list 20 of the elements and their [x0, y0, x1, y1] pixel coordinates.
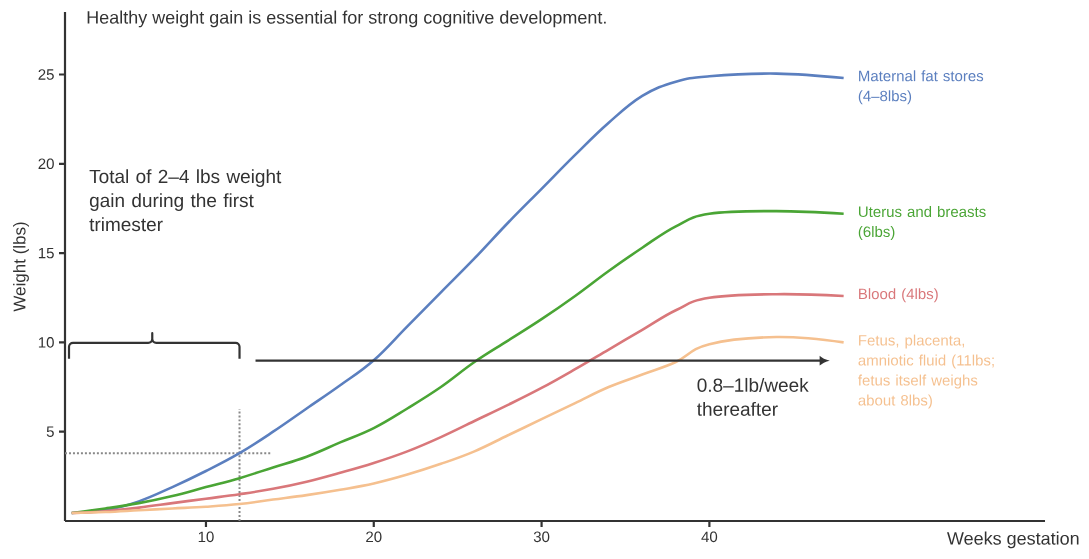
- x-tick-label: 30: [533, 531, 550, 543]
- y-axis-title: Weight (lbs): [13, 222, 29, 312]
- y-tick-label: 20: [38, 158, 54, 170]
- chart-title: Healthy weight gain is essential for strong cognitive development.: [87, 10, 606, 28]
- series-label: Maternal fat stores (4–8lbs): [858, 70, 984, 105]
- x-tick-label: 20: [366, 531, 382, 543]
- series-label: Blood (4lbs): [859, 288, 938, 303]
- series-label: Uterus and breasts (6lbs): [858, 206, 986, 240]
- y-tick-label: 15: [38, 247, 54, 259]
- line-series: [70, 335, 845, 515]
- y-tick-label: 5: [46, 426, 54, 437]
- annotation: 0.8–1lb/week thereafter: [697, 377, 809, 416]
- y-tick-label: 25: [38, 69, 54, 80]
- series-label: Fetus, placenta, amniotic fluid (11lbs; fetus itself weighs about 8lbs): [858, 334, 994, 409]
- y-tick-label: 10: [38, 337, 54, 348]
- line-series: [70, 209, 845, 515]
- annotation: Total of 2–4 lbs weight gain during the first trimester: [89, 169, 282, 232]
- x-tick-label: 10: [198, 531, 214, 543]
- x-axis-title: Weeks gestation: [947, 531, 1079, 549]
- x-tick-label: 40: [701, 531, 718, 543]
